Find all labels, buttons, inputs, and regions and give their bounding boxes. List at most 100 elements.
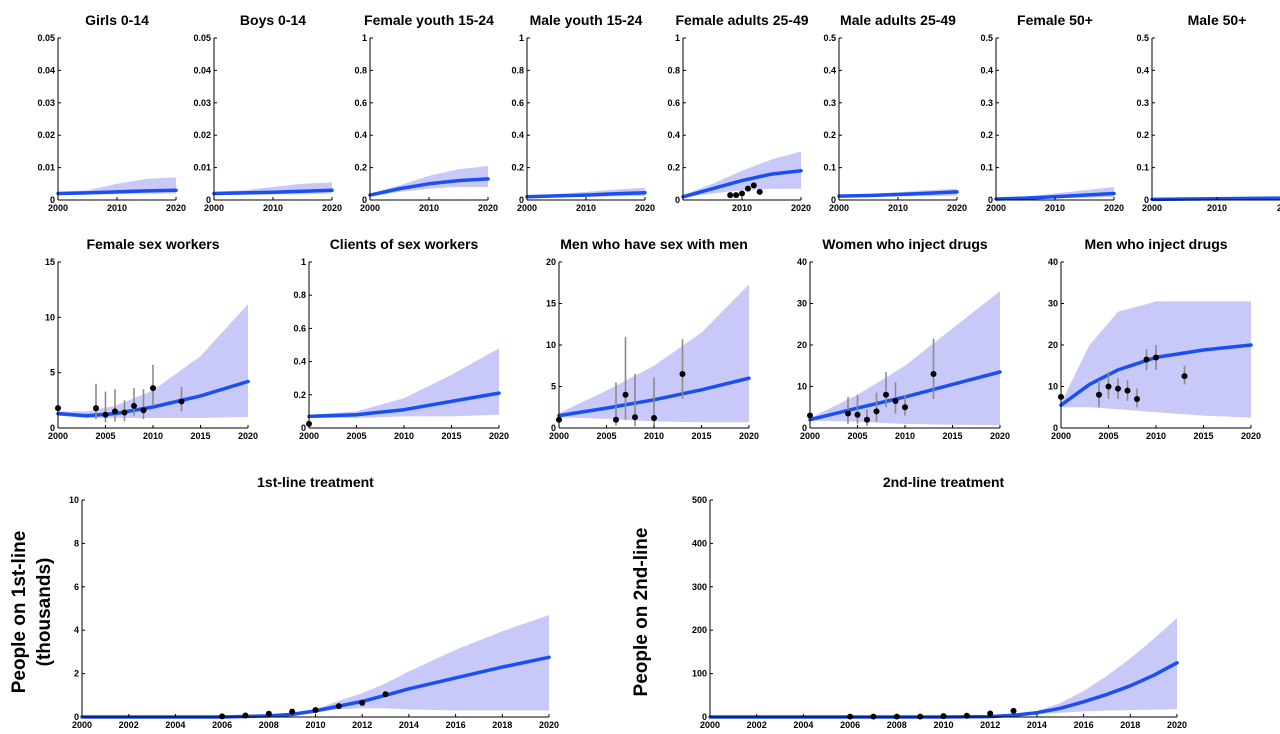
panel-4-y-tick-label: 1 bbox=[675, 33, 680, 43]
panel-7-median-line bbox=[1150, 196, 1280, 202]
panel-13-data-point bbox=[335, 703, 342, 710]
panel-5-y-tick-label: 0.2 bbox=[823, 130, 836, 140]
panel-6-y-tick-label: 0.5 bbox=[980, 33, 993, 43]
panel-6-median-line bbox=[994, 191, 1116, 201]
panel-9-y-tick-label: 0.6 bbox=[293, 323, 306, 333]
panel-4-y-tick-label: 0 bbox=[675, 195, 680, 205]
panel-10-y-tick-label: 0 bbox=[551, 423, 556, 433]
panel-11-title: Women who inject drugs bbox=[822, 236, 988, 252]
panel-14-data-point bbox=[987, 710, 994, 717]
panel-14-y-tick-label: 500 bbox=[692, 495, 707, 505]
panel-3-median-line bbox=[525, 190, 647, 199]
panel-13-data-point bbox=[359, 699, 366, 706]
panel-5-y-tick-label: 0.3 bbox=[823, 98, 836, 108]
panel-13-data-point bbox=[382, 691, 389, 698]
panel-9-title: Clients of sex workers bbox=[330, 236, 479, 252]
panel-1-y-tick-label: 0.02 bbox=[193, 130, 211, 140]
panel-14-x-tick-label: 2012 bbox=[980, 720, 1000, 730]
panel-8-data-point bbox=[140, 407, 147, 414]
panel-13-x-tick-label: 2020 bbox=[539, 720, 559, 730]
panel-3-title: Male youth 15-24 bbox=[530, 12, 643, 28]
panel-14-x-tick-label: 2002 bbox=[747, 720, 767, 730]
panel-8-x-tick-label: 2010 bbox=[143, 431, 163, 441]
panel-13-x-tick-label: 2006 bbox=[212, 720, 232, 730]
panel-13-x-tick-label: 2002 bbox=[119, 720, 139, 730]
panel-3-x-tick-label: 2020 bbox=[635, 203, 655, 213]
panel-6-x-tick-label: 2010 bbox=[1045, 203, 1065, 213]
panel-14-x-tick-label: 2008 bbox=[887, 720, 907, 730]
panel-8-data-point bbox=[102, 411, 109, 418]
panel-5-y-tick-label: 0.5 bbox=[823, 33, 836, 43]
panel-9-x-tick-label: 2020 bbox=[489, 431, 509, 441]
panel-3-y-tick-label: 0 bbox=[519, 195, 524, 205]
panel-9-y-tick-label: 1 bbox=[301, 257, 306, 267]
panel-0-y-tick-label: 0.03 bbox=[37, 98, 55, 108]
panel-11-x-tick-label: 2015 bbox=[942, 431, 962, 441]
panel-12-data-point bbox=[1115, 385, 1121, 392]
panel-10-y-tick-label: 15 bbox=[546, 299, 556, 309]
panel-7-y-tick-label: 0.4 bbox=[1136, 65, 1149, 75]
panel-11-data-point bbox=[864, 416, 870, 423]
panel-13-data-point bbox=[265, 710, 272, 717]
panel-5-y-tick-label: 0.1 bbox=[823, 163, 836, 173]
panel-6-title: Female 50+ bbox=[1017, 12, 1093, 28]
panel-0-x-tick-label: 2020 bbox=[166, 203, 186, 213]
panel-0-y-tick-label: 0.01 bbox=[37, 163, 55, 173]
panel-13-data-point bbox=[242, 712, 249, 719]
panel-6-y-tick-label: 0 bbox=[988, 195, 993, 205]
panel-8-data-point bbox=[150, 385, 156, 392]
panel-11-data-point bbox=[883, 391, 889, 398]
panel-14-y-tick-label: 400 bbox=[692, 538, 707, 548]
panel-8-data-point bbox=[112, 408, 118, 415]
panel-5-y-tick-label: 0.4 bbox=[823, 65, 836, 75]
panel-0-x-tick-label: 2010 bbox=[107, 203, 127, 213]
panel-13-data-point bbox=[289, 708, 296, 715]
panel-4-data-point bbox=[739, 190, 745, 197]
panel-12-data-point bbox=[1105, 383, 1112, 390]
panel-6-x-tick-label: 2020 bbox=[1104, 203, 1124, 213]
panel-1-title: Boys 0-14 bbox=[240, 12, 306, 28]
panel-7-x-tick-label: 20 bbox=[1277, 203, 1280, 213]
panel-1-x-tick-label: 2010 bbox=[263, 203, 283, 213]
panel-8-y-tick-label: 10 bbox=[45, 312, 55, 322]
panel-13-y-tick-label: 8 bbox=[74, 538, 79, 548]
panel-8-y-tick-label: 15 bbox=[45, 257, 55, 267]
panel-2-title: Female youth 15-24 bbox=[364, 12, 494, 28]
panel-11-y-tick-label: 10 bbox=[797, 382, 807, 392]
panel-10-x-tick-label: 2000 bbox=[549, 431, 569, 441]
panel-1-y-tick-label: 0.05 bbox=[193, 33, 211, 43]
panel-7-y-tick-label: 0.1 bbox=[1136, 163, 1149, 173]
panel-11-y-tick-label: 30 bbox=[797, 299, 807, 309]
panel-10-data-point bbox=[622, 391, 629, 398]
panel-9-y-tick-label: 0.2 bbox=[293, 390, 306, 400]
panel-11-y-tick-label: 0 bbox=[802, 423, 807, 433]
panel-14-y-tick-label: 100 bbox=[692, 669, 707, 679]
panel-2-y-tick-label: 0.2 bbox=[354, 163, 367, 173]
panel-12-data-point bbox=[1134, 395, 1140, 402]
panel-3-y-tick-label: 0.4 bbox=[511, 130, 524, 140]
panel-4-data-point bbox=[750, 182, 757, 189]
panel-7-y-tick-label: 0.3 bbox=[1136, 98, 1149, 108]
ylabel-2nd-line: People on 2nd-line bbox=[631, 528, 652, 697]
panel-4-data-point bbox=[744, 185, 751, 192]
panel-12-x-tick-label: 2010 bbox=[1146, 431, 1166, 441]
panel-11-x-tick-label: 2020 bbox=[990, 431, 1010, 441]
panel-14-x-tick-label: 2000 bbox=[700, 720, 720, 730]
panel-2-y-tick-label: 0 bbox=[362, 195, 367, 205]
panel-6-y-tick-label: 0.1 bbox=[980, 163, 993, 173]
panel-10-x-tick-label: 2005 bbox=[596, 431, 616, 441]
panel-4-uncertainty-band bbox=[683, 151, 801, 198]
panel-13-x-tick-label: 2010 bbox=[305, 720, 325, 730]
panel-4-data-point bbox=[727, 192, 734, 199]
panel-12-x-tick-label: 2015 bbox=[1193, 431, 1213, 441]
panel-14-x-tick-label: 2020 bbox=[1167, 720, 1187, 730]
panel-14-x-tick-label: 2006 bbox=[840, 720, 860, 730]
panel-13-x-tick-label: 2014 bbox=[399, 720, 419, 730]
panel-14-data-point bbox=[1010, 707, 1017, 714]
panel-8-x-tick-label: 2015 bbox=[190, 431, 210, 441]
panel-13-x-tick-label: 2004 bbox=[165, 720, 185, 730]
panel-7-x-tick-label: 2010 bbox=[1207, 203, 1227, 213]
panel-9-y-tick-label: 0 bbox=[301, 423, 306, 433]
